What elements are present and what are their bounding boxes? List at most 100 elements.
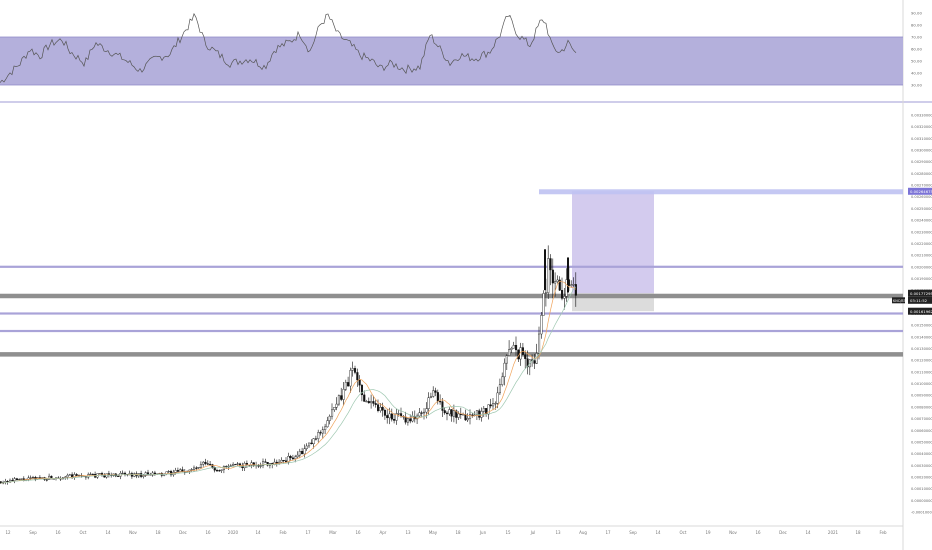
candle <box>554 281 557 284</box>
rsi-axis-tick-label: 80.00 <box>911 23 922 28</box>
candle <box>420 412 423 414</box>
time-axis-tick-label: Dec <box>779 530 787 535</box>
candle <box>18 478 21 481</box>
candle <box>508 349 511 356</box>
candle <box>282 459 285 462</box>
price-axis-tick-label: 0.00330000 <box>911 114 932 118</box>
horizontal-level-line[interactable] <box>0 265 903 268</box>
candle <box>503 362 506 378</box>
candle <box>199 464 203 468</box>
time-axis-tick-label: 2021 <box>828 530 839 535</box>
time-axis-tick-label: 14 <box>805 530 811 535</box>
candle <box>570 284 573 286</box>
candle <box>471 414 474 416</box>
rsi-axis-tick-label: 50.00 <box>911 59 922 64</box>
rsi-axis-tick-label: 40.00 <box>911 71 922 76</box>
candle <box>549 258 552 271</box>
candle <box>211 464 214 468</box>
candle <box>169 471 173 476</box>
candle <box>475 410 479 416</box>
price-axis-tick-label: 0.00120000 <box>911 359 932 363</box>
time-axis-tick-label: Apr <box>380 530 387 535</box>
candle <box>469 414 472 419</box>
candle <box>395 413 398 421</box>
candle <box>443 410 446 414</box>
time-axis-tick-label: 14 <box>655 530 661 535</box>
candle <box>29 477 32 479</box>
candle <box>358 379 361 386</box>
candle <box>337 395 341 405</box>
candle <box>11 479 14 482</box>
candle <box>68 474 71 476</box>
candle <box>291 457 295 460</box>
horizontal-level-line[interactable] <box>0 329 903 333</box>
candle <box>372 401 375 404</box>
time-axis-tick-label: Feb <box>279 530 287 535</box>
price-axis-tick-label: 0.00280000 <box>911 172 932 176</box>
price-axis-tick-label: 0.00060000 <box>911 429 932 433</box>
candle <box>167 471 170 473</box>
horizontal-level-line[interactable] <box>0 293 903 299</box>
candle <box>542 293 545 316</box>
candle <box>547 258 550 293</box>
candle <box>204 461 207 464</box>
candle <box>344 382 347 390</box>
time-axis-tick-label: 18 <box>155 530 161 535</box>
candle <box>452 410 456 417</box>
price-axis-tick-label: 0.00080000 <box>911 405 932 409</box>
time-axis-tick-label: 12 <box>5 530 11 535</box>
price-axis-tick-label: 0.00200000 <box>911 265 932 269</box>
countdown-label: 03:11:52 <box>910 298 928 303</box>
candle <box>209 463 212 466</box>
candle <box>351 368 354 371</box>
candle <box>388 413 391 419</box>
candle <box>234 464 237 466</box>
price-axis-tick-label: 0.00140000 <box>911 335 932 339</box>
candle <box>259 465 262 467</box>
target-level-band[interactable] <box>539 189 903 195</box>
candle <box>340 395 343 400</box>
candle <box>229 465 232 467</box>
candle <box>406 418 410 423</box>
countdown-label-bg <box>908 296 932 304</box>
candle <box>450 409 453 417</box>
candle <box>561 290 564 299</box>
long-position-target-zone[interactable] <box>572 191 654 294</box>
price-axis-tick-label: 0.00290000 <box>911 160 932 164</box>
candle <box>427 397 430 409</box>
candle <box>176 470 180 472</box>
time-axis-tick-label: Nov <box>129 530 137 535</box>
candle <box>50 475 53 480</box>
candle <box>494 403 497 405</box>
candle <box>335 403 338 408</box>
candle <box>245 463 249 465</box>
candle <box>349 370 352 387</box>
candle <box>195 467 198 469</box>
candle <box>303 448 306 455</box>
price-axis-tick-label: 0.00020000 <box>911 475 932 479</box>
candle <box>496 392 499 404</box>
candle <box>121 472 124 474</box>
horizontal-level-line[interactable] <box>0 352 903 357</box>
candle <box>439 401 442 403</box>
price-axis-tick-label: 0.00250000 <box>911 207 932 211</box>
candle <box>457 413 460 418</box>
time-axis-tick-label: 16 <box>355 530 361 535</box>
candle <box>354 368 357 373</box>
candle <box>308 442 311 447</box>
time-axis-tick-label: Sep <box>29 530 37 535</box>
rsi-axis-tick-label: 90.00 <box>911 11 922 16</box>
candle <box>324 426 327 430</box>
candle <box>66 474 69 478</box>
time-axis-tick-label: Oct <box>80 530 87 535</box>
candle <box>314 438 318 440</box>
candle <box>381 407 384 411</box>
price-axis-tick-label: 0.00240000 <box>911 219 932 223</box>
candle <box>558 279 561 291</box>
candle <box>397 413 400 415</box>
time-axis-tick-label: 14 <box>105 530 111 535</box>
horizontal-level-line[interactable] <box>0 312 903 315</box>
price-axis-tick-label: 0.00260000 <box>911 195 932 199</box>
price-axis-tick-label: 0.00030000 <box>911 464 932 468</box>
